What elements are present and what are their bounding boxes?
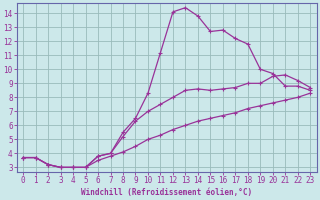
X-axis label: Windchill (Refroidissement éolien,°C): Windchill (Refroidissement éolien,°C) (81, 188, 252, 197)
